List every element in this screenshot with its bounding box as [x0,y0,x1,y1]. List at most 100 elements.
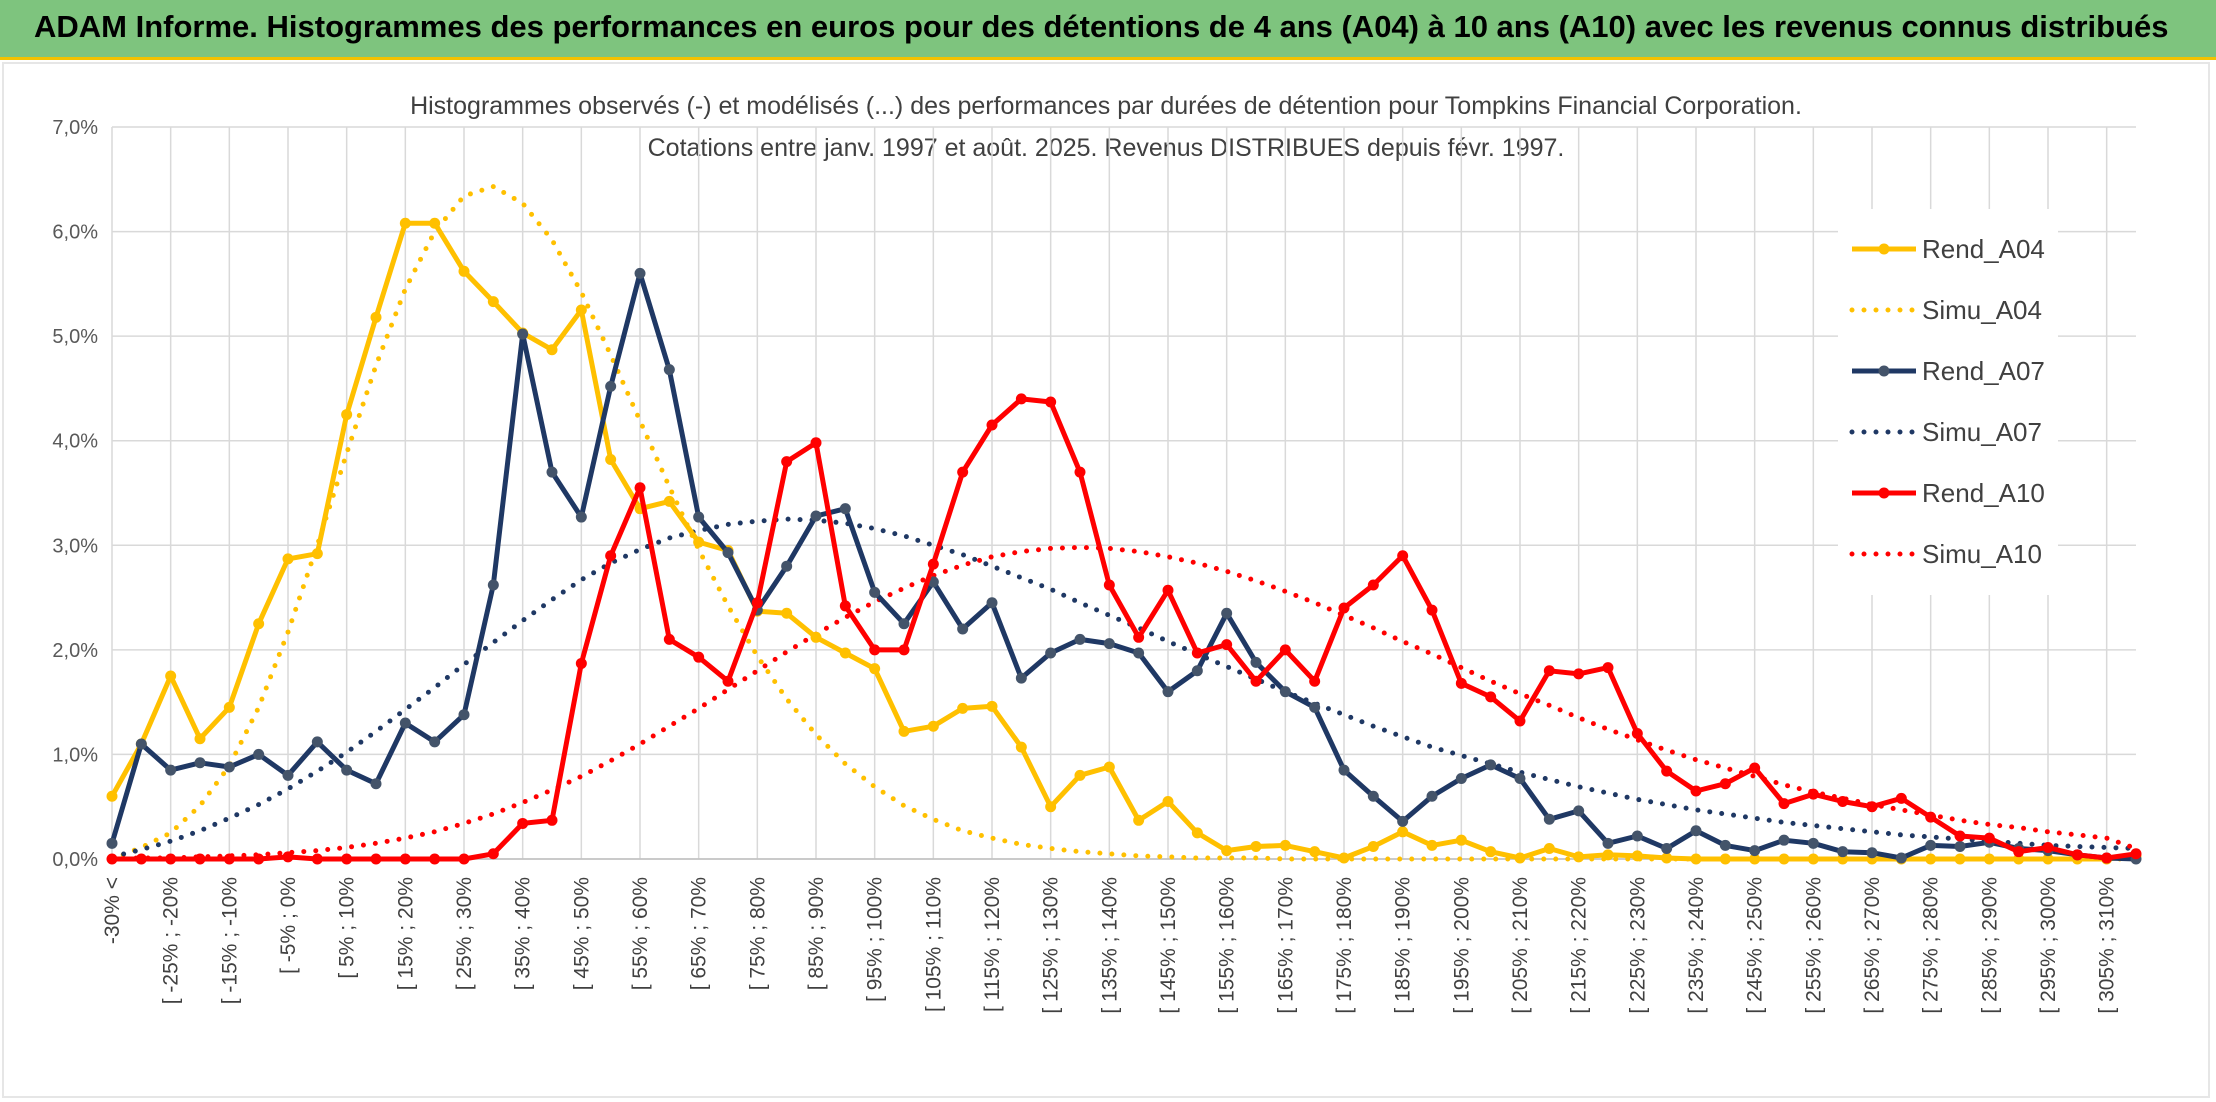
x-tick-label: [ 175% ; 180% [1333,877,1356,1014]
legend-background [1838,209,2058,595]
data-point [517,328,529,340]
series-Rend_A10 [106,393,2142,865]
data-point [663,364,675,376]
data-point [634,482,646,494]
data-point [1631,830,1643,842]
x-tick-label: [ -25% ; -20% [160,877,183,1004]
data-point [165,764,177,776]
data-point [1250,656,1262,668]
x-tick-label: [ 215% ; 220% [1568,877,1591,1014]
data-point [223,701,235,713]
data-point [1074,633,1086,645]
data-point [1426,790,1438,802]
data-point [1573,668,1585,680]
data-point [341,409,353,421]
x-tick-label: [ 255% ; 260% [1802,877,1825,1014]
data-point [1719,839,1731,851]
data-point [1045,396,1057,408]
data-point [2042,853,2054,865]
series-Simu_A04 [109,183,2139,862]
data-point [311,736,323,748]
x-tick-label: [ 145% ; 150% [1157,877,1180,1014]
legend-item-Simu_A07: Simu_A07 [1849,417,2042,447]
data-point [546,814,558,826]
data-point [429,217,441,229]
data-point [165,853,177,865]
x-tick-label: [ 5% ; 10% [336,877,359,979]
data-point [1485,846,1497,858]
data-point [1250,840,1262,852]
x-tick-label: [ 65% ; 70% [688,877,711,990]
data-point [517,817,529,829]
series-Rend_A07 [106,267,2142,865]
data-point [575,657,587,669]
x-tick-label: [ 105% ; 110% [922,877,945,1012]
series-Simu_A10 [109,544,2139,862]
data-point [429,736,441,748]
data-point [663,633,675,645]
data-point [839,647,851,659]
data-point [1719,853,1731,865]
data-point [1573,805,1585,817]
data-point [1690,785,1702,797]
data-point [194,757,206,769]
data-point [1925,839,1937,851]
y-axis: 0,0% 1,0% 2,0% 3,0% 4,0% 5,0% 6,0% 7,0% [52,117,98,871]
data-point [487,848,499,860]
data-point [370,853,382,865]
legend-item-Rend_A10: Rend_A10 [1852,478,2045,508]
data-point [1015,672,1027,684]
x-axis: -30% < [ -25% ; -20% [ -15% ; -10% [ -5% ; … [101,877,2119,1014]
legend-marker [1878,243,1890,255]
legend-item-Simu_A04: Simu_A04 [1849,295,2042,325]
chart-frame: Histogrammes observés (-) et modélisés (… [2,62,2210,1098]
series-line [109,183,2139,862]
data-point [1690,825,1702,837]
data-point [810,631,822,643]
data-point [253,618,265,630]
data-point [663,495,675,507]
gridlines [111,126,2136,860]
legend-item-Rend_A04: Rend_A04 [1852,234,2045,264]
data-point [1925,853,1937,865]
legend-marker [1878,487,1890,499]
data-point [311,853,323,865]
data-point [1543,843,1555,855]
data-point [1661,852,1673,864]
data-point [1749,845,1761,857]
data-point [957,623,969,635]
data-point [135,738,147,750]
data-point [1485,759,1497,771]
data-point [1045,647,1057,659]
x-tick-label: [ 155% ; 160% [1216,877,1239,1014]
data-point [194,733,206,745]
y-tick-label: 0,0% [52,849,98,871]
data-point [810,510,822,522]
data-point [1778,834,1790,846]
data-point [1954,840,1966,852]
y-tick-label: 1,0% [52,744,98,766]
data-point [1983,832,1995,844]
y-tick-label: 7,0% [52,117,98,139]
chart-subtitle: Cotations entre janv. 1997 et août. 2025… [648,134,1565,162]
data-point [399,217,411,229]
data-point [575,511,587,523]
data-point [223,853,235,865]
data-point [1514,772,1526,784]
data-point [282,769,294,781]
data-point [1778,798,1790,810]
data-point [605,380,617,392]
data-point [1837,846,1849,858]
data-point [693,511,705,523]
data-point [1338,852,1350,864]
x-tick-label: [ 15% ; 20% [394,877,417,990]
series-line [109,544,2139,862]
data-point [1309,675,1321,687]
data-point [1338,764,1350,776]
legend-marker [1878,365,1890,377]
data-point [1074,466,1086,478]
x-tick-label: [ 25% ; 30% [453,877,476,990]
data-point [605,550,617,562]
data-point [1778,853,1790,865]
legend-label: Rend_A07 [1922,356,2045,386]
